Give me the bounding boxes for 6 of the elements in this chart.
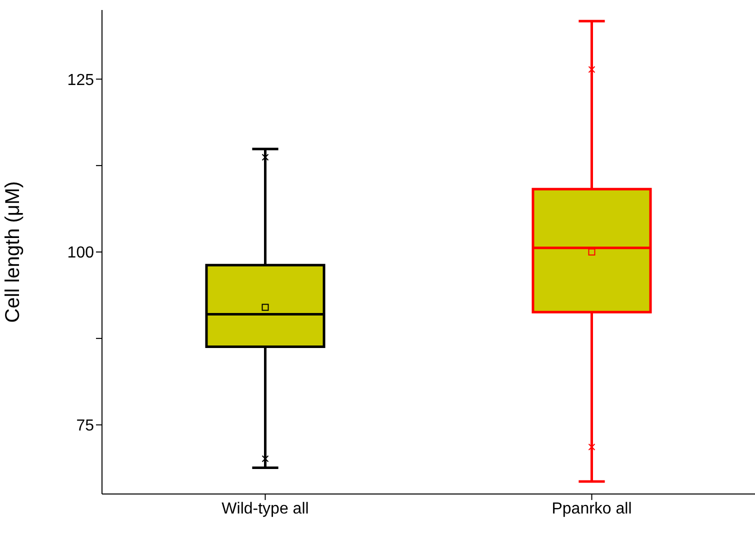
y-tick-label: 75 bbox=[76, 418, 94, 435]
x-tick-label: Wild-type all bbox=[222, 500, 309, 518]
y-axis-title: Cell length (μM) bbox=[2, 181, 24, 323]
x-tick-label: Ppanrko all bbox=[552, 500, 632, 518]
y-tick-label: 125 bbox=[67, 72, 94, 89]
y-tick-label: 100 bbox=[67, 244, 94, 262]
